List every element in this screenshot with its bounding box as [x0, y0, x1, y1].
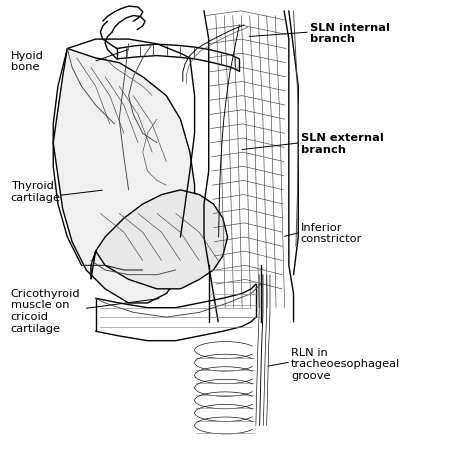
- Text: Cricothyroid
muscle on
cricoid
cartilage: Cricothyroid muscle on cricoid cartilage: [11, 289, 81, 334]
- Text: Hyoid
bone: Hyoid bone: [11, 51, 44, 73]
- Text: SLN internal
branch: SLN internal branch: [310, 23, 390, 44]
- Polygon shape: [53, 48, 195, 303]
- Text: RLN in
tracheoesophageal
groove: RLN in tracheoesophageal groove: [291, 348, 401, 381]
- Text: SLN external
branch: SLN external branch: [301, 133, 383, 155]
- Polygon shape: [91, 190, 228, 289]
- Text: Thyroid
cartilage: Thyroid cartilage: [11, 182, 61, 203]
- Text: Inferior
constrictor: Inferior constrictor: [301, 223, 362, 245]
